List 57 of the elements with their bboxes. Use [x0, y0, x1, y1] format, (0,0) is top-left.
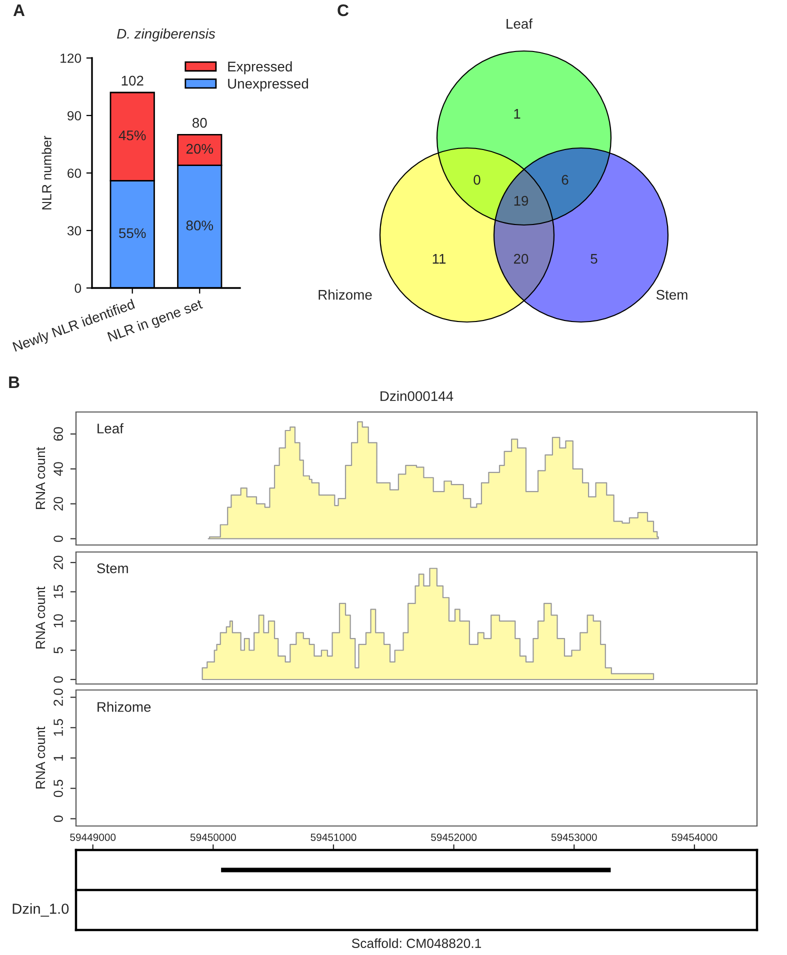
x-tick-label: 59450000: [190, 834, 236, 841]
text: Dzin_1.0: [12, 903, 69, 917]
text: 5: [590, 254, 598, 264]
y-tick-label: 0: [54, 676, 63, 683]
text: 11: [432, 254, 446, 264]
y-tick-label: 90: [68, 111, 82, 120]
category-label: Leaf: [506, 18, 533, 29]
x-tick-label: 59449000: [70, 834, 116, 841]
text: B: [9, 376, 20, 388]
y-tick-label: 0: [54, 816, 63, 822]
x-tick-label: 59453000: [551, 834, 597, 841]
y-tick-label: 40: [54, 462, 63, 476]
y-tick-label: 20: [54, 556, 63, 570]
y-tick-label: 0: [54, 536, 63, 542]
x-tick-label: 59451000: [310, 834, 356, 841]
category-label: Stem: [656, 290, 688, 300]
y-tick-label: 2.0: [54, 688, 63, 706]
y-tick-label: 0: [74, 284, 82, 293]
text: 6: [562, 174, 568, 185]
legend-label: Unexpressed: [228, 78, 308, 92]
y-tick-label: 120: [60, 54, 82, 63]
text: 1: [514, 109, 520, 119]
total-label: 80: [192, 118, 207, 128]
annotation: 45%: [118, 130, 146, 140]
y-axis-title: RNA count: [36, 586, 46, 648]
text: A: [13, 4, 25, 16]
chart-title: D. zingiberensis: [117, 28, 216, 42]
total-label: 102: [122, 76, 144, 86]
y-axis-title: RNA count: [36, 726, 46, 788]
x-axis-title: Scaffold: CM048820.1: [352, 938, 482, 948]
y-tick-label: 1.5: [54, 719, 63, 736]
y-tick-label: 5: [54, 647, 63, 654]
annotation: 80%: [186, 220, 214, 230]
y-tick-label: 60: [54, 427, 63, 441]
y-tick-label: 30: [67, 226, 82, 236]
x-tick-label: 59454000: [672, 834, 718, 841]
text: Rhizome: [98, 702, 151, 712]
chart-title: Dzin000144: [380, 390, 454, 402]
y-tick-label: 60: [68, 168, 82, 178]
y-axis-title: NLR number: [42, 136, 52, 210]
text: 19: [514, 196, 528, 206]
annotation: 55%: [119, 228, 146, 238]
y-tick-label: 20: [54, 496, 63, 510]
y-tick-label: 0.5: [54, 780, 63, 798]
text: 0: [474, 174, 480, 185]
text: 20: [514, 254, 528, 264]
x-tick-label: 59452000: [431, 834, 477, 841]
text: Stem: [97, 563, 128, 574]
text: C: [338, 4, 349, 16]
text: Leaf: [98, 423, 124, 434]
y-axis-title: RNA count: [36, 447, 46, 509]
category-label: Rhizome: [318, 290, 372, 300]
annotation: 20%: [186, 144, 214, 154]
legend-label: Expressed: [228, 61, 292, 74]
y-tick-label: 15: [54, 584, 63, 598]
y-tick-label: 1: [54, 754, 63, 761]
y-tick-label: 10: [54, 614, 63, 628]
